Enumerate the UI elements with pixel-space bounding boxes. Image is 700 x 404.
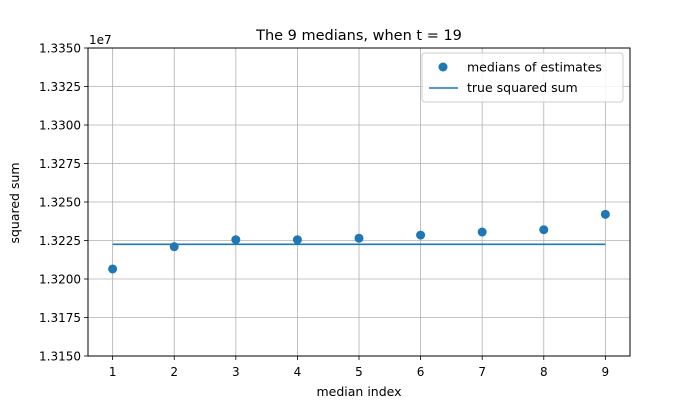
x-axis-label: median index bbox=[316, 384, 401, 399]
y-tick-label: 1.3150 bbox=[39, 349, 81, 363]
legend-label-true-sum: true squared sum bbox=[467, 80, 578, 95]
y-tick-label: 1.3200 bbox=[39, 272, 81, 286]
legend-frame bbox=[421, 52, 624, 103]
median-point bbox=[169, 242, 179, 252]
axes: 1 2 3 4 5 6 7 8 9 1.3150 1.3175 1.3200 1.3225 1.3250 1… bbox=[39, 41, 609, 379]
x-tick-label: 1 bbox=[109, 365, 117, 379]
median-point bbox=[108, 264, 118, 274]
chart-title: The 9 medians, when t = 19 bbox=[255, 28, 462, 44]
x-tick-label: 2 bbox=[170, 365, 178, 379]
median-point bbox=[416, 230, 426, 240]
median-point bbox=[477, 227, 487, 237]
x-tick-label: 4 bbox=[294, 365, 302, 379]
plot-series bbox=[108, 209, 610, 274]
y-tick-label: 1.3275 bbox=[39, 157, 81, 171]
x-tick-label: 9 bbox=[602, 365, 610, 379]
x-tick-label: 3 bbox=[232, 365, 240, 379]
y-tick-label: 1.3175 bbox=[39, 311, 81, 325]
median-point bbox=[354, 233, 364, 243]
median-point bbox=[292, 235, 302, 245]
y-axis-label: squared sum bbox=[7, 162, 22, 243]
y-tick-label: 1.3350 bbox=[39, 41, 81, 55]
x-tick-label: 7 bbox=[478, 365, 486, 379]
median-point bbox=[600, 209, 610, 219]
legend-label-medians: medians of estimates bbox=[467, 60, 602, 75]
legend-marker-medians bbox=[438, 62, 448, 72]
median-point bbox=[231, 235, 241, 245]
y-tick-label: 1.3325 bbox=[39, 80, 81, 94]
median-point bbox=[539, 225, 549, 235]
x-tick-label: 6 bbox=[417, 365, 425, 379]
x-tick-label: 8 bbox=[540, 365, 548, 379]
legend: medians of estimates true squared sum bbox=[421, 52, 624, 103]
y-tick-label: 1.3225 bbox=[39, 234, 81, 248]
y-axis-offset-label: 1e7 bbox=[89, 33, 112, 47]
y-tick-label: 1.3300 bbox=[39, 118, 81, 132]
y-tick-label: 1.3250 bbox=[39, 195, 81, 209]
x-tick-label: 5 bbox=[355, 365, 363, 379]
